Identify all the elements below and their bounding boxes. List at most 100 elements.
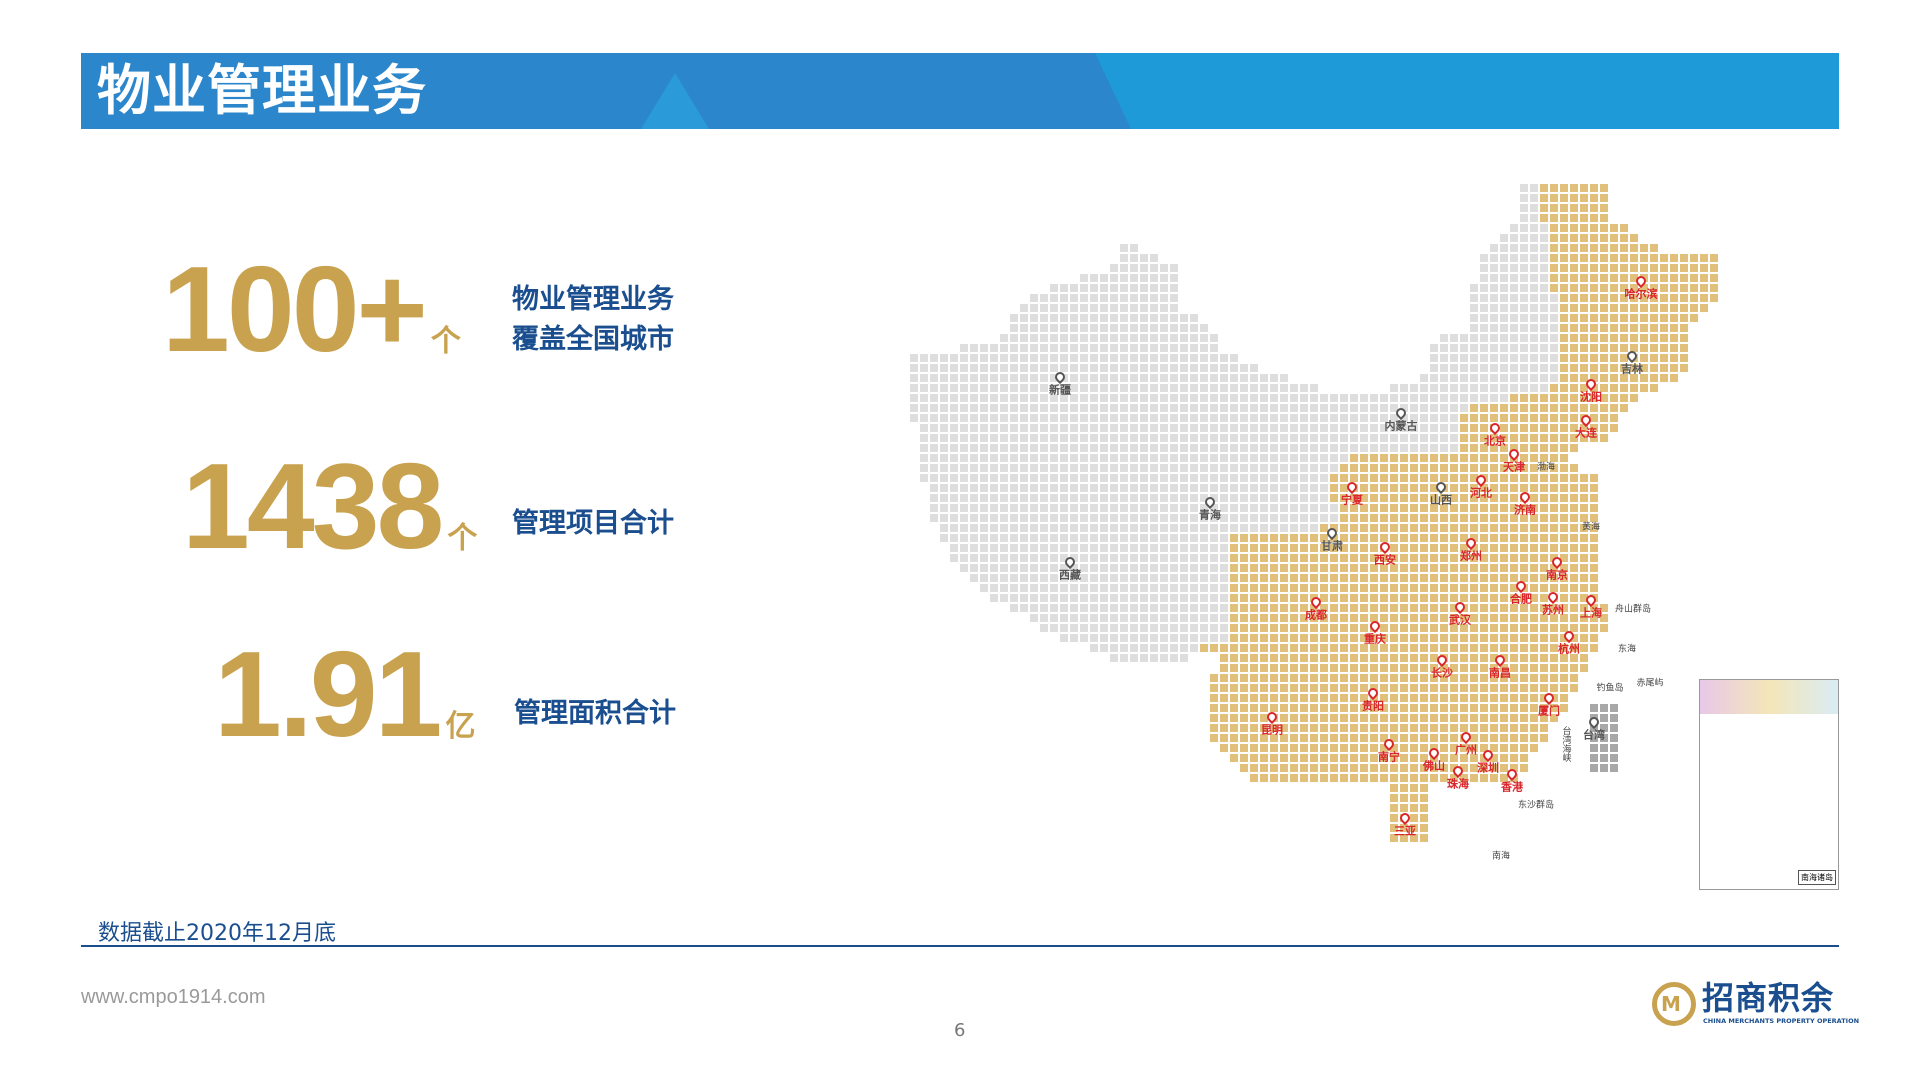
covered-cell bbox=[1490, 434, 1498, 442]
uncovered-cell bbox=[1550, 294, 1558, 302]
covered-cell bbox=[1500, 414, 1508, 422]
covered-cell bbox=[1480, 484, 1488, 492]
covered-cell bbox=[1370, 494, 1378, 502]
covered-cell bbox=[1580, 524, 1588, 532]
uncovered-cell bbox=[1020, 424, 1028, 432]
covered-cell bbox=[1320, 684, 1328, 692]
covered-cell bbox=[1470, 484, 1478, 492]
covered-cell bbox=[1550, 504, 1558, 512]
uncovered-cell bbox=[1020, 394, 1028, 402]
covered-cell bbox=[1370, 484, 1378, 492]
covered-cell bbox=[1580, 554, 1588, 562]
covered-cell bbox=[1450, 654, 1458, 662]
uncovered-cell bbox=[1530, 194, 1538, 202]
uncovered-cell bbox=[1000, 474, 1008, 482]
uncovered-cell bbox=[1070, 424, 1078, 432]
covered-cell bbox=[1480, 664, 1488, 672]
covered-cell bbox=[1590, 634, 1598, 642]
uncovered-cell bbox=[1190, 504, 1198, 512]
uncovered-cell bbox=[1170, 584, 1178, 592]
uncovered-cell bbox=[1370, 444, 1378, 452]
uncovered-cell bbox=[1540, 284, 1548, 292]
covered-cell bbox=[1350, 474, 1358, 482]
covered-cell bbox=[1400, 534, 1408, 542]
uncovered-cell bbox=[1100, 564, 1108, 572]
covered-cell bbox=[1560, 204, 1568, 212]
covered-cell bbox=[1450, 664, 1458, 672]
covered-cell bbox=[1320, 584, 1328, 592]
uncovered-cell bbox=[1240, 454, 1248, 462]
covered-cell bbox=[1500, 404, 1508, 412]
covered-cell bbox=[1590, 574, 1598, 582]
uncovered-cell bbox=[1400, 424, 1408, 432]
covered-cell bbox=[1350, 454, 1358, 462]
covered-cell bbox=[1480, 594, 1488, 602]
covered-cell bbox=[1470, 604, 1478, 612]
uncovered-cell bbox=[1440, 374, 1448, 382]
covered-cell bbox=[1680, 294, 1688, 302]
uncovered-cell bbox=[1180, 604, 1188, 612]
uncovered-cell bbox=[1490, 294, 1498, 302]
covered-cell bbox=[1300, 554, 1308, 562]
uncovered-cell bbox=[1140, 614, 1148, 622]
covered-cell bbox=[1550, 414, 1558, 422]
uncovered-cell bbox=[1180, 314, 1188, 322]
covered-cell bbox=[1440, 504, 1448, 512]
uncovered-cell bbox=[1300, 524, 1308, 532]
covered-cell bbox=[1430, 564, 1438, 572]
uncovered-cell bbox=[1150, 574, 1158, 582]
uncovered-cell bbox=[1290, 434, 1298, 442]
covered-cell bbox=[1630, 264, 1638, 272]
uncovered-cell bbox=[1140, 314, 1148, 322]
covered-cell bbox=[1640, 324, 1648, 332]
uncovered-cell bbox=[1200, 404, 1208, 412]
covered-cell bbox=[1310, 624, 1318, 632]
uncovered-cell bbox=[1000, 594, 1008, 602]
region-label: 新疆 bbox=[1049, 383, 1071, 397]
covered-cell bbox=[1660, 284, 1668, 292]
covered-cell bbox=[1680, 304, 1688, 312]
covered-cell bbox=[1230, 544, 1238, 552]
uncovered-cell bbox=[1160, 574, 1168, 582]
uncovered-cell bbox=[1080, 304, 1088, 312]
covered-cell bbox=[1500, 634, 1508, 642]
covered-cell bbox=[1680, 284, 1688, 292]
covered-cell bbox=[1550, 184, 1558, 192]
covered-cell bbox=[1410, 814, 1418, 822]
covered-cell bbox=[1460, 754, 1468, 762]
covered-cell bbox=[1330, 744, 1338, 752]
website-link[interactable]: www.cmpo1914.com bbox=[81, 986, 266, 1008]
logo-mark-icon: M bbox=[1661, 992, 1681, 1016]
covered-cell bbox=[1380, 644, 1388, 652]
uncovered-cell bbox=[1130, 624, 1138, 632]
uncovered-cell bbox=[1080, 554, 1088, 562]
covered-cell bbox=[1510, 484, 1518, 492]
covered-cell bbox=[1440, 764, 1448, 772]
covered-cell bbox=[1320, 574, 1328, 582]
uncovered-cell bbox=[990, 344, 998, 352]
uncovered-cell bbox=[1140, 534, 1148, 542]
uncovered-cell bbox=[1010, 374, 1018, 382]
uncovered-cell bbox=[1190, 394, 1198, 402]
uncovered-cell bbox=[1040, 314, 1048, 322]
covered-cell bbox=[1390, 804, 1398, 812]
uncovered-cell bbox=[1310, 514, 1318, 522]
uncovered-cell bbox=[1510, 314, 1518, 322]
covered-cell bbox=[1290, 744, 1298, 752]
covered-cell bbox=[1620, 344, 1628, 352]
covered-cell bbox=[1250, 574, 1258, 582]
uncovered-cell bbox=[1230, 494, 1238, 502]
covered-cell bbox=[1470, 714, 1478, 722]
uncovered-cell bbox=[1440, 364, 1448, 372]
covered-cell bbox=[1370, 654, 1378, 662]
uncovered-cell bbox=[960, 464, 968, 472]
uncovered-cell bbox=[950, 474, 958, 482]
covered-cell bbox=[1270, 674, 1278, 682]
uncovered-cell bbox=[1060, 304, 1068, 312]
uncovered-cell bbox=[1150, 634, 1158, 642]
uncovered-cell bbox=[920, 354, 928, 362]
uncovered-cell bbox=[1050, 614, 1058, 622]
uncovered-cell bbox=[1060, 344, 1068, 352]
covered-cell bbox=[1650, 284, 1658, 292]
uncovered-cell bbox=[1030, 534, 1038, 542]
